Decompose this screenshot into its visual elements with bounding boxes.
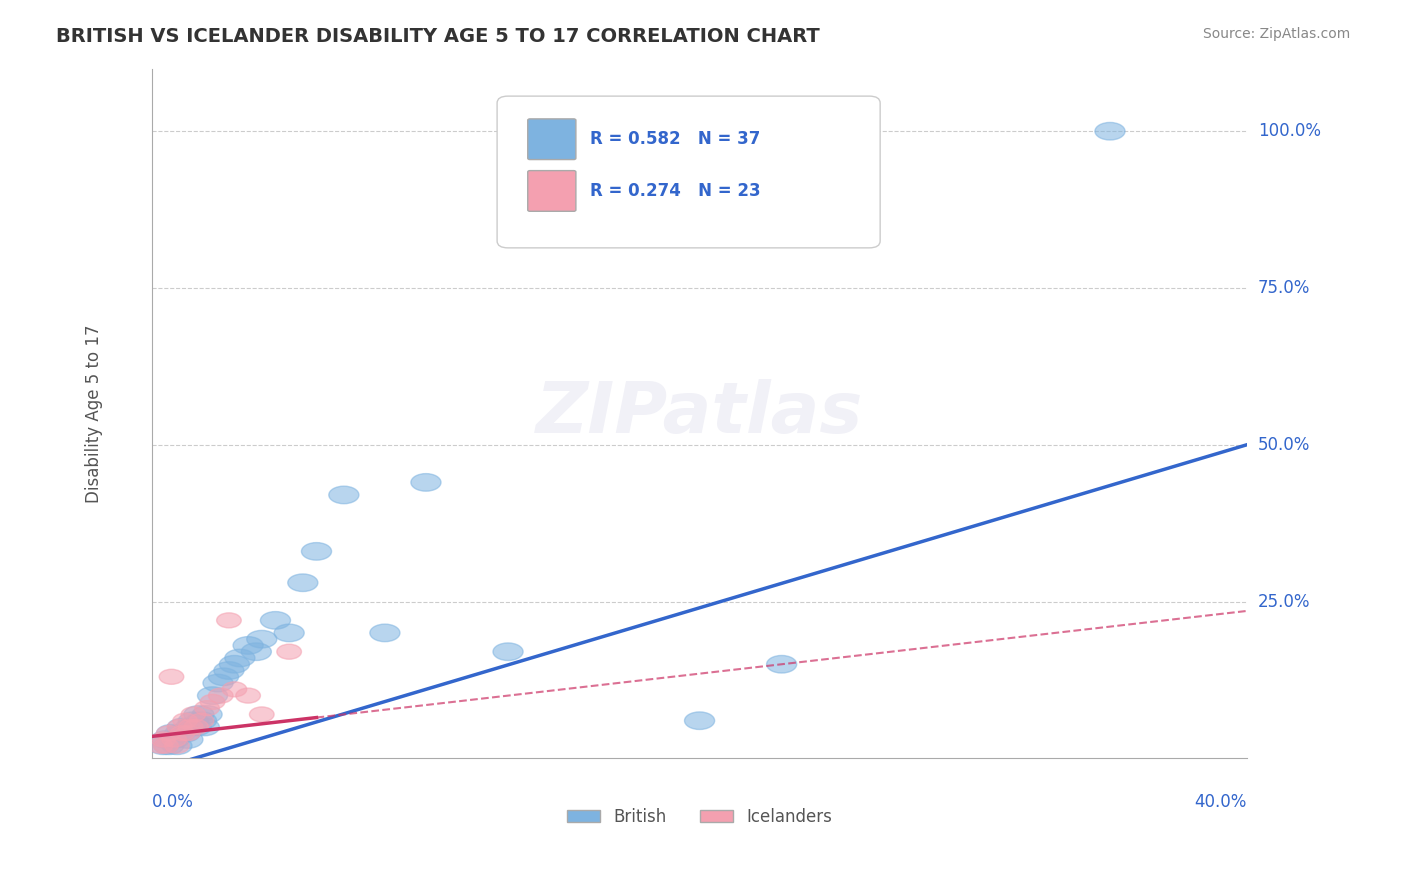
Ellipse shape — [288, 574, 318, 591]
Ellipse shape — [150, 732, 176, 747]
Ellipse shape — [217, 613, 242, 628]
Ellipse shape — [181, 718, 211, 736]
Ellipse shape — [148, 739, 173, 754]
Text: Source: ZipAtlas.com: Source: ZipAtlas.com — [1202, 27, 1350, 41]
Ellipse shape — [208, 688, 233, 703]
FancyBboxPatch shape — [527, 119, 576, 160]
Text: 0.0%: 0.0% — [152, 793, 194, 811]
Ellipse shape — [219, 656, 249, 673]
Ellipse shape — [165, 724, 195, 742]
Ellipse shape — [184, 706, 214, 723]
Ellipse shape — [200, 694, 225, 709]
Ellipse shape — [225, 649, 254, 666]
Ellipse shape — [167, 718, 197, 736]
Ellipse shape — [190, 718, 219, 736]
Legend: British, Icelanders: British, Icelanders — [560, 801, 839, 833]
Ellipse shape — [156, 726, 181, 740]
FancyBboxPatch shape — [498, 96, 880, 248]
Ellipse shape — [197, 687, 228, 705]
Ellipse shape — [260, 612, 291, 629]
Text: BRITISH VS ICELANDER DISABILITY AGE 5 TO 17 CORRELATION CHART: BRITISH VS ICELANDER DISABILITY AGE 5 TO… — [56, 27, 820, 45]
Ellipse shape — [162, 737, 193, 755]
Ellipse shape — [301, 542, 332, 560]
Ellipse shape — [159, 731, 190, 748]
Ellipse shape — [249, 706, 274, 722]
Ellipse shape — [150, 731, 181, 748]
Ellipse shape — [766, 656, 797, 673]
FancyBboxPatch shape — [527, 170, 576, 211]
Ellipse shape — [173, 714, 197, 728]
Ellipse shape — [214, 662, 245, 680]
Ellipse shape — [181, 706, 205, 722]
Ellipse shape — [274, 624, 304, 641]
Ellipse shape — [222, 681, 246, 697]
Ellipse shape — [179, 720, 202, 734]
Ellipse shape — [193, 706, 222, 723]
Ellipse shape — [170, 726, 195, 740]
Text: R = 0.274   N = 23: R = 0.274 N = 23 — [591, 182, 761, 201]
Text: R = 0.582   N = 37: R = 0.582 N = 37 — [591, 130, 761, 148]
Ellipse shape — [246, 631, 277, 648]
Ellipse shape — [176, 718, 205, 736]
Ellipse shape — [153, 739, 179, 754]
Text: 25.0%: 25.0% — [1258, 592, 1310, 610]
Ellipse shape — [167, 720, 193, 734]
Ellipse shape — [162, 732, 187, 747]
Text: 75.0%: 75.0% — [1258, 279, 1310, 297]
Text: 40.0%: 40.0% — [1195, 793, 1247, 811]
Ellipse shape — [159, 669, 184, 684]
Ellipse shape — [233, 637, 263, 654]
Ellipse shape — [148, 737, 179, 755]
Ellipse shape — [165, 739, 190, 754]
Ellipse shape — [329, 486, 359, 504]
Ellipse shape — [187, 712, 217, 730]
Text: ZIPatlas: ZIPatlas — [536, 379, 863, 448]
Ellipse shape — [190, 714, 214, 728]
Ellipse shape — [173, 731, 202, 748]
Text: 100.0%: 100.0% — [1258, 122, 1320, 140]
Ellipse shape — [208, 668, 239, 686]
Ellipse shape — [242, 643, 271, 660]
Ellipse shape — [411, 474, 441, 491]
Ellipse shape — [370, 624, 399, 641]
Ellipse shape — [1095, 122, 1125, 140]
Ellipse shape — [202, 674, 233, 692]
Text: Disability Age 5 to 17: Disability Age 5 to 17 — [86, 324, 103, 503]
Ellipse shape — [195, 700, 219, 715]
Ellipse shape — [153, 737, 184, 755]
Ellipse shape — [494, 643, 523, 660]
Ellipse shape — [176, 726, 200, 740]
Ellipse shape — [184, 720, 208, 734]
Ellipse shape — [277, 644, 301, 659]
Text: 50.0%: 50.0% — [1258, 436, 1310, 454]
Ellipse shape — [170, 724, 200, 742]
Ellipse shape — [685, 712, 714, 730]
Ellipse shape — [156, 724, 187, 742]
Ellipse shape — [179, 712, 208, 730]
Ellipse shape — [236, 688, 260, 703]
